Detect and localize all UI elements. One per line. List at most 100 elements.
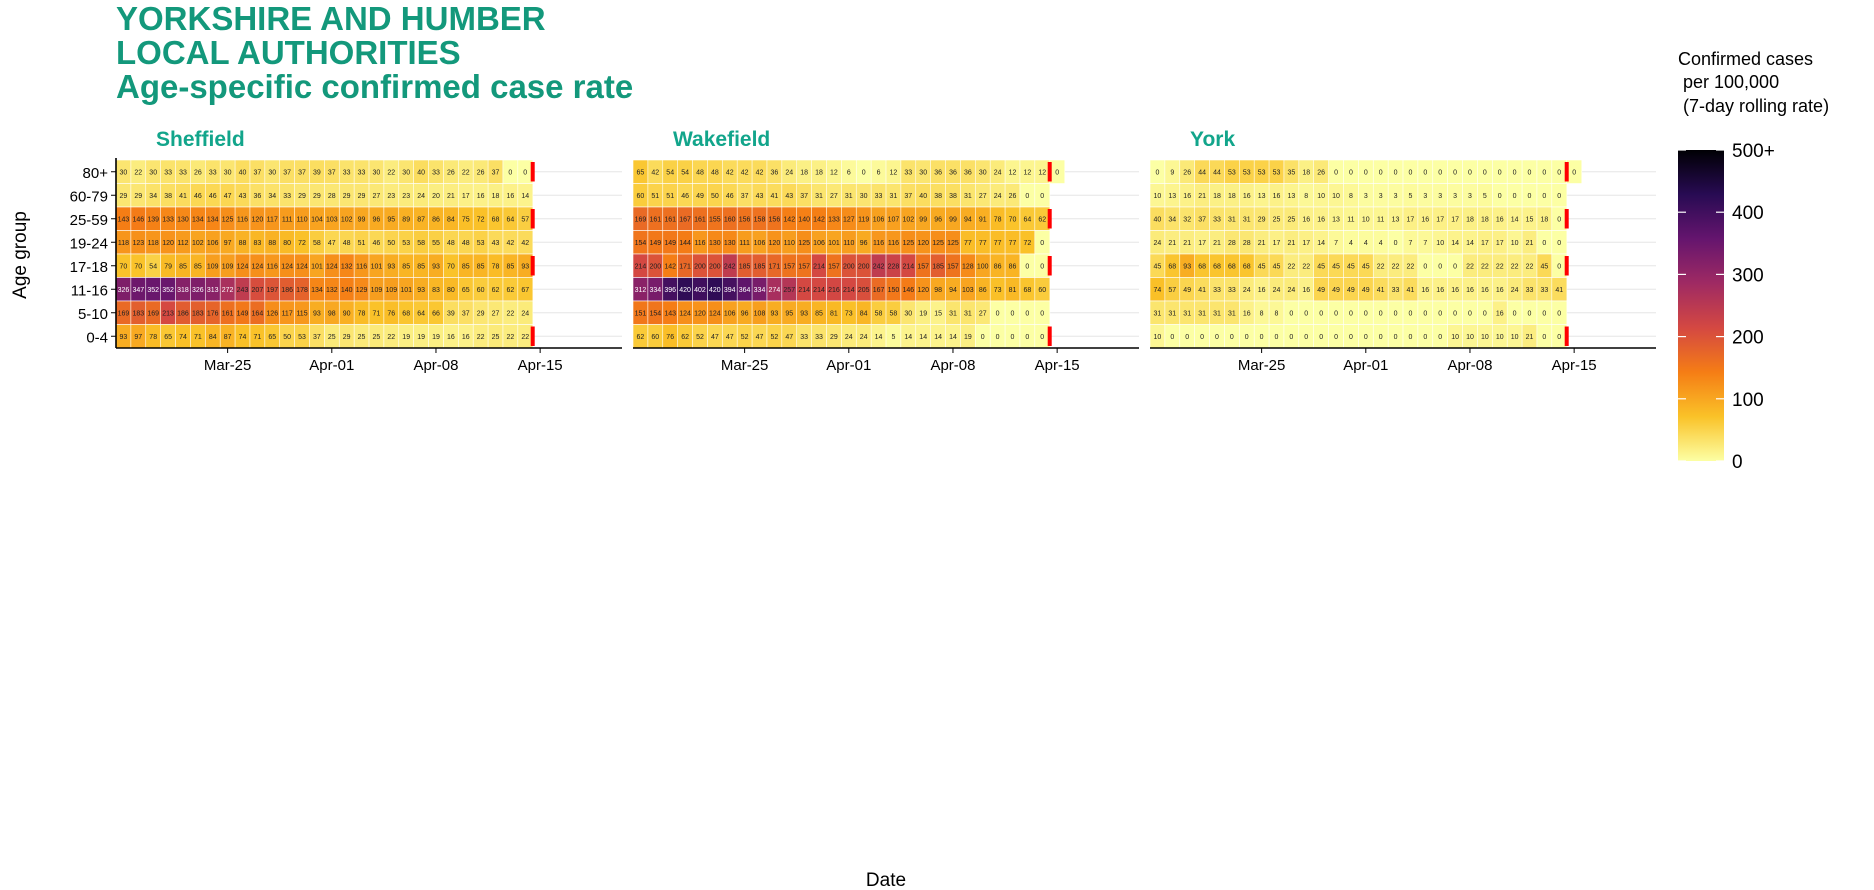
cell-value-label: 130 — [709, 240, 721, 247]
cell-value-label: 57 — [1168, 287, 1176, 294]
cell-value-label: 19 — [432, 334, 440, 341]
cell-value-label: 31 — [1228, 310, 1236, 317]
cell-value-label: 0 — [1230, 334, 1234, 341]
cell-value-label: 0 — [1379, 169, 1383, 176]
cell-value-label: 47 — [756, 334, 764, 341]
cell-value-label: 132 — [326, 287, 338, 294]
cell-value-label: 41 — [1198, 287, 1206, 294]
cell-value-label: 24 — [994, 193, 1002, 200]
cell-value-label: 24 — [785, 169, 793, 176]
cell-value-label: 91 — [979, 216, 987, 223]
cell-value-label: 118 — [148, 240, 159, 247]
cell-value-label: 347 — [132, 287, 144, 294]
cell-value-label: 10 — [1496, 334, 1504, 341]
cell-value-label: 24 — [521, 310, 529, 317]
cell-value-label: 4 — [1364, 240, 1368, 247]
cell-value-label: 30 — [919, 169, 927, 176]
cell-value-label: 22 — [387, 334, 395, 341]
cell-value-label: 157 — [798, 263, 810, 270]
cell-value-label: 171 — [679, 263, 691, 270]
cell-value-label: 49 — [1332, 287, 1340, 294]
cell-value-label: 62 — [1038, 216, 1046, 223]
cell-value-label: 142 — [813, 216, 825, 223]
cell-value-label: 78 — [358, 310, 366, 317]
cell-value-label: 31 — [1213, 310, 1221, 317]
cell-value-label: 41 — [1377, 287, 1385, 294]
cell-value-label: 103 — [962, 287, 974, 294]
cell-value-label: 41 — [179, 193, 187, 200]
cell-value-label: 6 — [877, 169, 881, 176]
cell-value-label: 90 — [343, 310, 351, 317]
cell-value-label: 37 — [800, 193, 808, 200]
marker-segment — [1564, 209, 1569, 229]
cell-value-label: 18 — [1213, 193, 1221, 200]
cell-value-label: 14 — [919, 334, 927, 341]
cell-value-label: 58 — [890, 310, 898, 317]
cell-value-label: 18 — [1302, 169, 1310, 176]
cell-value-label: 3 — [1453, 193, 1457, 200]
cell-value-label: 0 — [1528, 310, 1532, 317]
cell-value-label: 26 — [447, 169, 455, 176]
cell-value-label: 16 — [1243, 310, 1251, 317]
cell-value-label: 0 — [1275, 334, 1279, 341]
cell-value-label: 94 — [949, 287, 957, 294]
cell-value-label: 22 — [134, 169, 142, 176]
cell-value-label: 73 — [994, 287, 1002, 294]
cell-value-label: 36 — [253, 193, 261, 200]
cell-value-label: 326 — [192, 287, 204, 294]
cell-value-label: 33 — [815, 334, 823, 341]
cell-value-label: 3 — [1379, 193, 1383, 200]
cell-value-label: 81 — [1009, 287, 1017, 294]
facet-title: York — [1190, 128, 1235, 151]
cell-value-label: 140 — [341, 287, 353, 294]
cell-value-label: 149 — [664, 240, 676, 247]
cell-value-label: 84 — [209, 334, 217, 341]
y-tick-label: 5-10 — [78, 306, 108, 323]
cell-value-label: 49 — [1362, 287, 1370, 294]
cell-value-label: 22 — [1407, 263, 1415, 270]
cell-value-label: 93 — [1183, 263, 1191, 270]
cell-value-label: 79 — [164, 263, 172, 270]
cell-value-label: 0 — [1379, 334, 1383, 341]
cell-value-label: 43 — [239, 193, 247, 200]
cell-value-label: 257 — [783, 287, 795, 294]
cell-value-label: 161 — [664, 216, 676, 223]
cell-value-label: 57 — [521, 216, 529, 223]
x-tick-label: Apr-08 — [413, 357, 458, 374]
cell-value-label: 118 — [118, 240, 129, 247]
cell-value-label: 150 — [888, 287, 900, 294]
cell-value-label: 24 — [845, 334, 853, 341]
cell-value-label: 116 — [694, 240, 705, 247]
cell-value-label: 74 — [1154, 287, 1162, 294]
cell-value-label: 24 — [1243, 287, 1251, 294]
cell-value-label: 16 — [1496, 216, 1504, 223]
cell-value-label: 45 — [1317, 263, 1325, 270]
y-axis-label: Age group — [10, 211, 31, 299]
cell-value-label: 16 — [462, 334, 470, 341]
cell-value-label: 40 — [919, 193, 927, 200]
legend-tick-label: 500+ — [1732, 141, 1775, 162]
cell-value-label: 43 — [492, 240, 500, 247]
cell-value-label: 62 — [681, 334, 689, 341]
cell-value-label: 156 — [739, 216, 751, 223]
cell-value-label: 0 — [1483, 169, 1487, 176]
cell-value-label: 29 — [343, 193, 351, 200]
cell-value-label: 29 — [298, 193, 306, 200]
cell-value-label: 17 — [1273, 240, 1281, 247]
cell-value-label: 93 — [432, 263, 440, 270]
cell-value-label: 313 — [207, 287, 219, 294]
cell-value-label: 48 — [462, 240, 470, 247]
cell-value-label: 39 — [313, 169, 321, 176]
cell-value-label: 85 — [194, 263, 202, 270]
cell-value-label: 21 — [1183, 240, 1191, 247]
cell-value-label: 74 — [179, 334, 187, 341]
cell-value-label: 49 — [1347, 287, 1355, 294]
cell-value-label: 200 — [649, 263, 661, 270]
cell-value-label: 25 — [1287, 216, 1295, 223]
cell-value-label: 33 — [343, 169, 351, 176]
cell-value-label: 96 — [860, 240, 868, 247]
cell-value-label: 37 — [741, 193, 749, 200]
cell-value-label: 200 — [843, 263, 855, 270]
title-line-3: Age-specific confirmed case rate — [116, 68, 634, 105]
cell-value-label: 151 — [635, 310, 647, 317]
